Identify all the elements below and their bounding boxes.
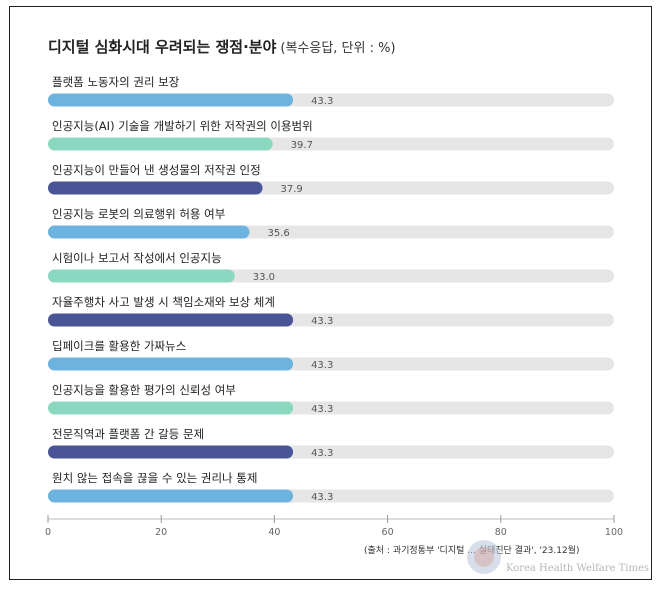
x-tick-label: 20 [155, 527, 167, 538]
category-label: 인공지능을 활용한 평가의 신뢰성 여부 [52, 383, 236, 397]
value-label: 33.0 [253, 272, 275, 283]
bar [48, 225, 250, 239]
chart-title-block: 디지털 심화시대 우려되는 쟁점·분야 (복수응답, 단위 : %) [48, 36, 396, 57]
bar [48, 269, 235, 283]
value-label: 35.6 [267, 228, 289, 239]
value-label: 43.3 [311, 448, 333, 459]
x-tick-label: 80 [495, 527, 507, 538]
chart-title: 디지털 심화시대 우려되는 쟁점·분야 [48, 38, 277, 56]
bar [48, 137, 273, 151]
bar [48, 93, 294, 107]
value-label: 39.7 [291, 140, 313, 151]
watermark-circle [467, 540, 501, 574]
bar [48, 489, 294, 503]
category-label: 인공지능 로봇의 의료행위 허용 여부 [52, 207, 225, 221]
watermark-logo: Korea Health Welfare Times [467, 540, 649, 574]
value-label: 37.9 [281, 184, 303, 195]
value-label: 43.3 [311, 360, 333, 371]
category-label: 전문직역과 플랫폼 간 갈등 문제 [52, 427, 204, 441]
bar [48, 445, 294, 459]
category-label: 자율주행차 사고 발생 시 책임소재와 보상 체계 [52, 295, 275, 309]
value-label: 43.3 [311, 96, 333, 107]
value-label: 43.3 [311, 404, 333, 415]
x-tick-label: 40 [268, 527, 280, 538]
value-label: 43.3 [311, 316, 333, 327]
value-label: 43.3 [311, 492, 333, 503]
chart-subtitle: (복수응답, 단위 : %) [280, 41, 396, 56]
x-tick-label: 0 [45, 527, 51, 538]
bar [48, 401, 294, 415]
watermark-inner [474, 547, 494, 567]
bar [48, 313, 294, 327]
category-label: 원치 않는 접속을 끊을 수 있는 권리나 통제 [52, 471, 257, 485]
watermark-text: Korea Health Welfare Times [506, 563, 649, 574]
category-label: 딥페이크를 활용한 가짜뉴스 [52, 339, 186, 353]
category-label: 시험이나 보고서 작성에서 인공지능 [52, 251, 222, 265]
x-tick-label: 60 [382, 527, 394, 538]
category-label: 플랫폼 노동자의 권리 보장 [52, 75, 180, 89]
category-label: 인공지능(AI) 기술을 개발하기 위한 저작권의 이용범위 [52, 119, 313, 133]
bar [48, 357, 294, 371]
bar [48, 181, 263, 195]
x-tick-label: 100 [605, 527, 623, 538]
category-label: 인공지능이 만들어 낸 생성물의 저작권 인정 [52, 163, 261, 177]
